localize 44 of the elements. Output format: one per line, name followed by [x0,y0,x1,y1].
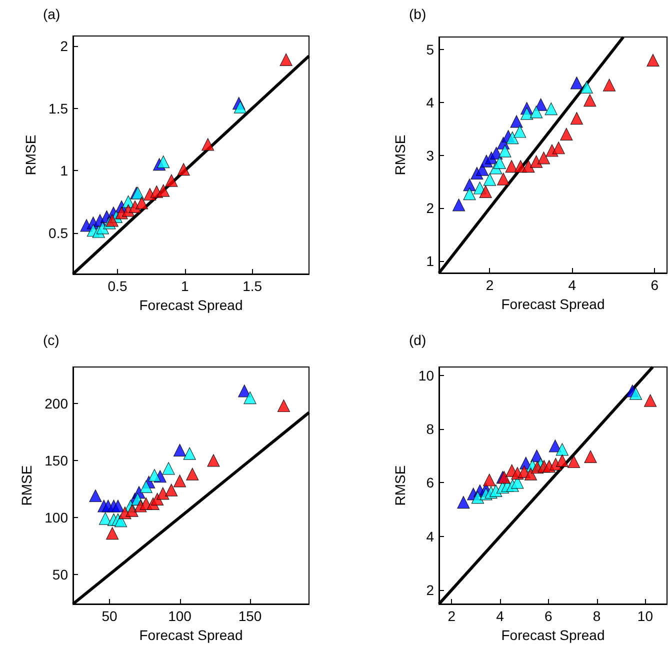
y-tick-label: 8 [426,421,434,437]
chart-title: (c) [43,332,60,348]
y-tick-label: 4 [426,528,434,544]
y-tick-label: 6 [426,474,434,491]
x-axis-title: Forecast Spread [501,626,605,643]
x-axis-title: Forecast Spread [501,296,605,312]
y-tick-label: 2 [426,582,434,598]
x-tick-label: 150 [238,608,262,624]
x-tick-label: 0.5 [108,278,128,294]
y-axis-title: RMSE [18,465,35,506]
y-tick-label: 1 [60,162,68,179]
x-tick-label: 4 [496,608,504,624]
y-axis-title: RMSE [392,465,408,506]
y-tick-label: 1.5 [48,100,68,116]
x-tick-label: 6 [544,608,553,624]
y-axis-title: RMSE [22,134,39,176]
y-tick-label: 5 [426,42,434,58]
chart-title: (d) [409,332,426,348]
y-tick-label: 2 [426,200,434,216]
y-tick-label: 200 [44,395,68,412]
x-tick-label: 10 [637,608,654,624]
chart-title: (a) [43,6,60,22]
x-axis-title: Forecast Spread [139,626,243,643]
x-tick-label: 4 [568,277,576,293]
y-tick-label: 100 [44,509,68,526]
x-tick-label: 50 [102,608,118,624]
x-tick-label: 6 [650,277,659,293]
x-tick-label: 2 [448,608,456,624]
y-tick-label: 3 [426,147,434,164]
chart-title: (b) [409,6,426,22]
y-tick-label: 1 [426,252,434,269]
x-tick-label: 1.5 [242,278,262,294]
y-tick-label: 150 [44,452,68,468]
y-tick-label: 4 [426,94,434,110]
y-tick-label: 10 [418,367,434,384]
y-axis-title: RMSE [392,134,408,176]
y-tick-label: 2 [60,38,68,54]
y-tick-label: 0.5 [48,224,68,241]
x-axis-title: Forecast Spread [139,296,243,313]
y-tick-label: 50 [52,566,68,582]
x-tick-label: 1 [181,278,190,294]
x-tick-label: 100 [168,608,192,624]
x-tick-label: 8 [592,608,601,624]
x-tick-label: 2 [486,277,494,293]
